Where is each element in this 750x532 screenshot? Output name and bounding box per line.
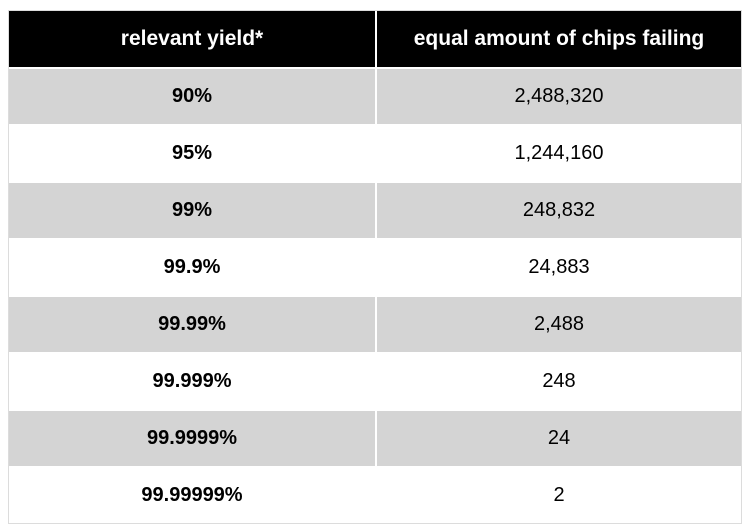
yield-cell: 99.9999%	[9, 409, 375, 466]
column-header-relevant-yield: relevant yield*	[9, 11, 375, 67]
column-header-chips-failing: equal amount of chips failing	[375, 11, 741, 67]
header-row: relevant yield* equal amount of chips fa…	[9, 11, 741, 67]
chips-failing-cell: 1,244,160	[375, 124, 741, 181]
table-row: 99.9% 24,883	[9, 238, 741, 295]
table-row: 99.99999% 2	[9, 466, 741, 523]
chips-failing-cell: 248,832	[375, 181, 741, 238]
chips-failing-cell: 2	[375, 466, 741, 523]
yield-cell: 99.99%	[9, 295, 375, 352]
table-row: 99.9999% 24	[9, 409, 741, 466]
chips-failing-cell: 248	[375, 352, 741, 409]
yield-cell: 99.9%	[9, 238, 375, 295]
yield-cell: 99.999%	[9, 352, 375, 409]
chips-failing-cell: 24,883	[375, 238, 741, 295]
yield-cell: 90%	[9, 67, 375, 124]
chips-failing-cell: 2,488	[375, 295, 741, 352]
yield-cell: 95%	[9, 124, 375, 181]
yield-cell: 99%	[9, 181, 375, 238]
yield-cell: 99.99999%	[9, 466, 375, 523]
table-header: relevant yield* equal amount of chips fa…	[9, 11, 741, 67]
chips-failing-cell: 24	[375, 409, 741, 466]
yield-table: relevant yield* equal amount of chips fa…	[8, 10, 742, 524]
table-row: 95% 1,244,160	[9, 124, 741, 181]
table-row: 90% 2,488,320	[9, 67, 741, 124]
table-body: 90% 2,488,320 95% 1,244,160 99% 248,832 99.9% 2…	[9, 67, 741, 523]
table-row: 99% 248,832	[9, 181, 741, 238]
table-row: 99.999% 248	[9, 352, 741, 409]
chips-failing-cell: 2,488,320	[375, 67, 741, 124]
table-row: 99.99% 2,488	[9, 295, 741, 352]
